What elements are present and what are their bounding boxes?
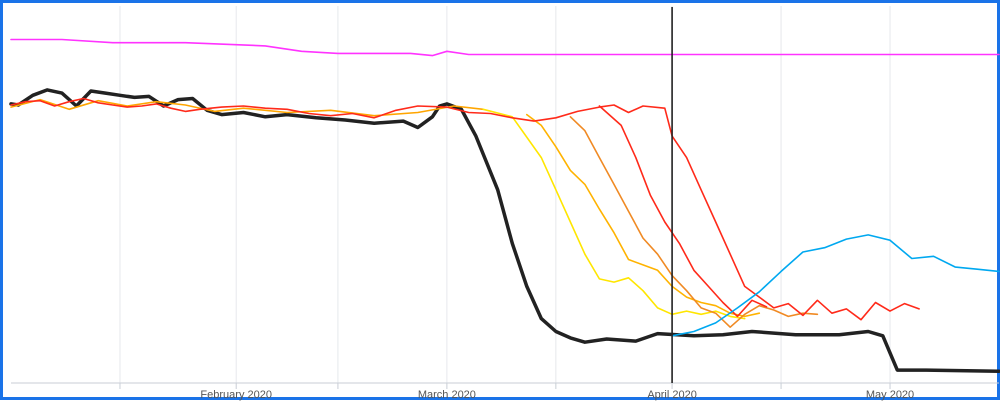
x-tick-label-3: May 2020 [866,389,914,401]
series-line-1 [9,88,1000,373]
series-line-7 [598,105,768,318]
series-line-3 [482,108,746,320]
series-group [9,38,1000,373]
series-line-2 [10,98,485,117]
x-tick-label-2: April 2020 [647,389,697,401]
series-line-8 [671,234,1000,337]
series-line-0 [10,38,1000,57]
series-line-5 [569,116,819,329]
x-tick-label-1: March 2020 [418,389,476,401]
series-line-4 [525,113,761,318]
line-chart: February 2020 March 2020 April 2020 May 202… [9,6,1000,401]
x-tick-labels: February 2020 March 2020 April 2020 May 202… [200,389,914,401]
x-tick-label-0: February 2020 [200,389,272,401]
series-line-6 [10,97,920,321]
